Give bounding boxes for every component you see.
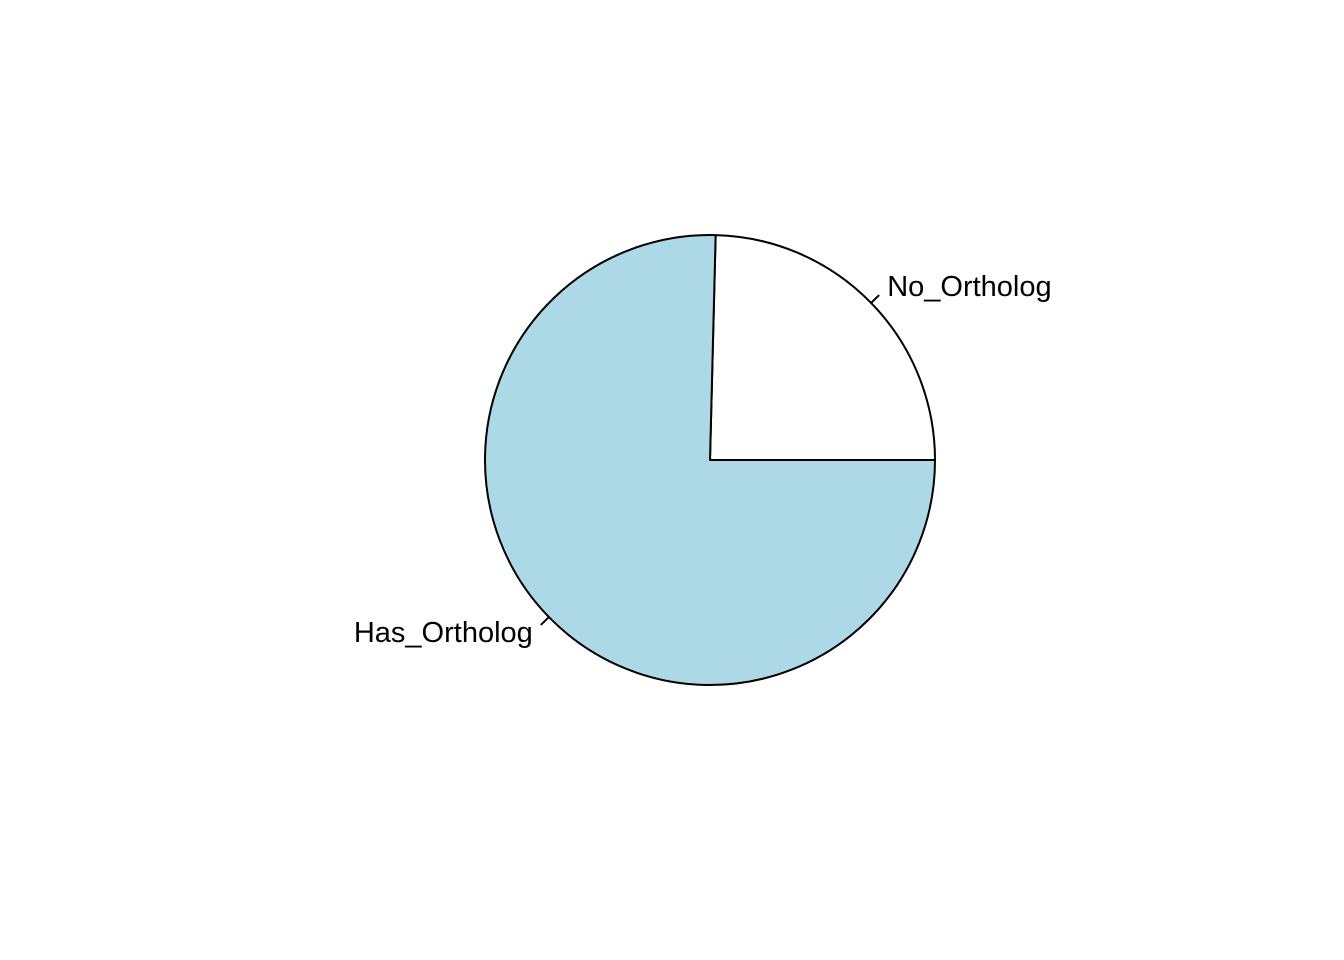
pie-slice-no-ortholog	[709, 234, 936, 461]
label-tick-has-ortholog	[540, 616, 550, 626]
slice-label-no-ortholog: No_Ortholog	[887, 271, 1051, 303]
pie-slice-has-ortholog	[484, 234, 936, 686]
pie-slices	[484, 234, 936, 686]
label-ticks	[540, 294, 880, 626]
slice-label-has-ortholog: Has_Ortholog	[354, 617, 533, 649]
slice-labels: No_Ortholog Has_Ortholog	[354, 271, 1052, 649]
label-tick-no-ortholog	[870, 294, 880, 304]
